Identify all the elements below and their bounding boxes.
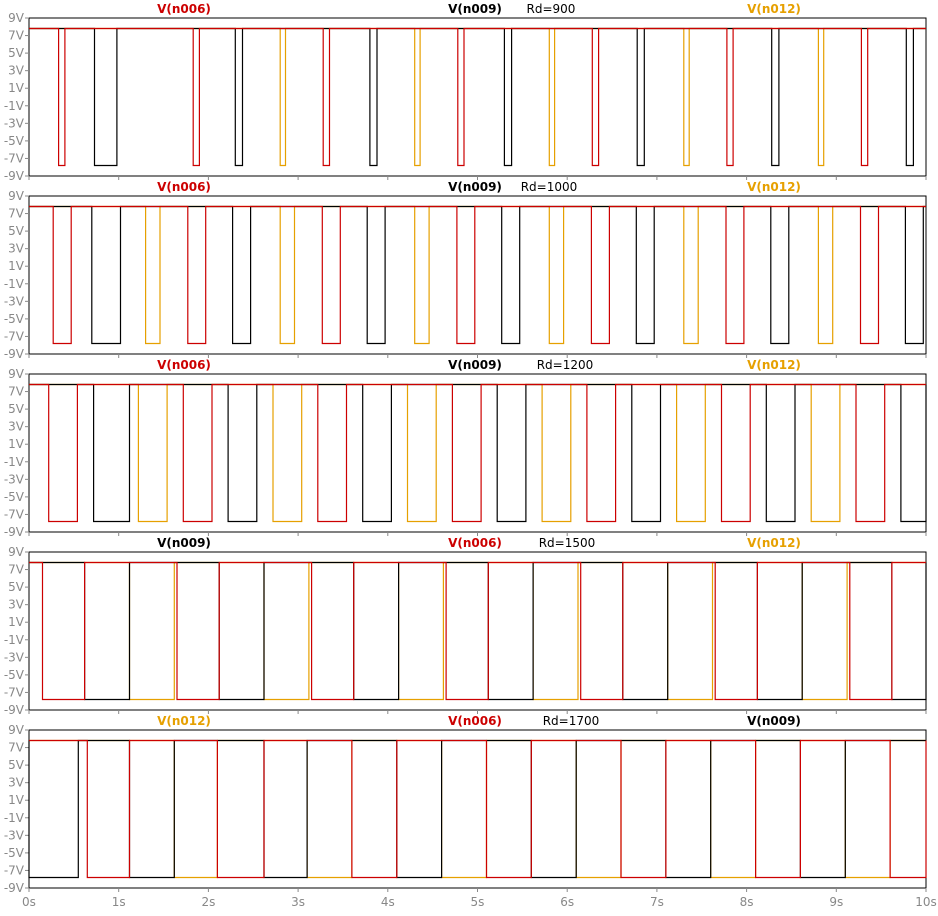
y-tick-label: 7V — [8, 385, 25, 399]
y-tick-label: -9V — [4, 703, 25, 717]
series-line-vn006 — [29, 205, 926, 345]
legend-label: V(n012) — [747, 358, 801, 372]
y-tick-label: 5V — [8, 224, 25, 238]
series-line-vn006 — [29, 739, 927, 879]
y-tick-label: 9V — [8, 11, 25, 25]
x-tick-label: 1s — [112, 895, 126, 909]
y-tick-label: -9V — [4, 525, 25, 539]
x-tick-label: 10s — [915, 895, 937, 909]
y-tick-label: 5V — [8, 402, 25, 416]
y-tick-label: -1V — [4, 811, 25, 825]
y-tick-label: -3V — [4, 650, 25, 664]
legend-label: V(n009) — [157, 536, 211, 550]
y-tick-label: 1V — [8, 793, 25, 807]
y-tick-label: -9V — [4, 347, 25, 361]
y-tick-label: 9V — [8, 545, 25, 559]
x-tick-label: 6s — [560, 895, 574, 909]
plot-frame — [28, 373, 927, 533]
y-tick-label: 5V — [8, 758, 25, 772]
panel-4: 9V 7V 5V 3V 1V -1V -3V -5V -7V -9V V(n009) V(n006) V… — [4, 536, 927, 717]
y-tick-label: 1V — [8, 437, 25, 451]
series-line-vn006 — [29, 27, 926, 167]
y-tick-label: -3V — [4, 116, 25, 130]
y-tick-label: 3V — [8, 420, 25, 434]
plot-frame — [28, 729, 927, 889]
legend-label: V(n009) — [448, 358, 502, 372]
x-tick-label: 9s — [829, 895, 843, 909]
panel-5: 9V 7V 5V 3V 1V -1V -3V -5V -7V -9V V(n012) V(n006) V… — [4, 714, 927, 895]
x-tick-label: 8s — [740, 895, 754, 909]
y-tick-label: 7V — [8, 29, 25, 43]
y-tick-label: -7V — [4, 863, 25, 877]
y-tick-label: -3V — [4, 294, 25, 308]
x-tick-label: 2s — [201, 895, 215, 909]
legend-label: V(n006) — [157, 180, 211, 194]
y-tick-label: -5V — [4, 668, 25, 682]
y-tick-label: -1V — [4, 455, 25, 469]
panel-annotation: Rd=1000 — [521, 180, 578, 194]
y-tick-label: -1V — [4, 99, 25, 113]
plot-frame — [28, 551, 927, 711]
legend-label: V(n009) — [448, 180, 502, 194]
y-tick-label: -7V — [4, 507, 25, 521]
legend-label: V(n012) — [747, 180, 801, 194]
legend-label: V(n006) — [448, 536, 502, 550]
y-tick-label: 5V — [8, 46, 25, 60]
x-tick-label: 4s — [381, 895, 395, 909]
panel-3: 9V 7V 5V 3V 1V -1V -3V -5V -7V -9V V(n006) V(n009) V… — [4, 358, 927, 539]
y-tick-label: 7V — [8, 563, 25, 577]
y-tick-label: -7V — [4, 329, 25, 343]
y-tick-label: -3V — [4, 472, 25, 486]
y-tick-label: -5V — [4, 846, 25, 860]
y-tick-label: 3V — [8, 242, 25, 256]
series-line-vn012 — [29, 27, 926, 167]
x-tick-label: 7s — [650, 895, 664, 909]
y-tick-label: 1V — [8, 615, 25, 629]
y-tick-label: -1V — [4, 633, 25, 647]
y-tick-label: 5V — [8, 580, 25, 594]
y-tick-label: 1V — [8, 259, 25, 273]
plot-frame — [28, 17, 927, 177]
y-tick-label: -9V — [4, 169, 25, 183]
x-tick-label: 3s — [291, 895, 305, 909]
plot-frame — [28, 195, 927, 355]
y-tick-label: 9V — [8, 189, 25, 203]
y-tick-label: 7V — [8, 207, 25, 221]
series-line-vn006 — [29, 383, 926, 523]
y-tick-label: 1V — [8, 81, 25, 95]
y-tick-label: -7V — [4, 685, 25, 699]
y-tick-label: -5V — [4, 490, 25, 504]
y-tick-label: -5V — [4, 134, 25, 148]
series-line-vn006 — [29, 561, 926, 701]
x-tick-label: 5s — [471, 895, 485, 909]
panel-2: 9V 7V 5V 3V 1V -1V -3V -5V -7V -9V V(n006) V(n009) V… — [4, 180, 927, 361]
y-tick-label: -3V — [4, 828, 25, 842]
panel-annotation: Rd=1500 — [539, 536, 596, 550]
y-tick-label: -9V — [4, 881, 25, 895]
legend-label: V(n006) — [157, 358, 211, 372]
legend-label: V(n009) — [747, 714, 801, 728]
y-tick-label: 3V — [8, 776, 25, 790]
panel-annotation: Rd=1200 — [537, 358, 594, 372]
legend-label: V(n012) — [157, 714, 211, 728]
legend-label: V(n009) — [448, 2, 502, 16]
series-line-vn009 — [29, 383, 927, 523]
y-tick-label: -1V — [4, 277, 25, 291]
y-tick-label: 3V — [8, 598, 25, 612]
legend-label: V(n006) — [157, 2, 211, 16]
x-tick-label: 0s — [22, 895, 36, 909]
y-tick-label: -5V — [4, 312, 25, 326]
legend-label: V(n012) — [747, 536, 801, 550]
y-tick-label: 7V — [8, 741, 25, 755]
y-tick-label: 3V — [8, 64, 25, 78]
legend-label: V(n006) — [448, 714, 502, 728]
y-tick-label: -7V — [4, 151, 25, 165]
panel-annotation: Rd=1700 — [543, 714, 600, 728]
y-tick-label: 9V — [8, 367, 25, 381]
legend-label: V(n012) — [747, 2, 801, 16]
panel-1: 9V 7V 5V 3V 1V -1V -3V -5V -7V -9V V(n006) V(n009) V… — [4, 2, 927, 183]
y-tick-label: 9V — [8, 723, 25, 737]
panel-annotation: Rd=900 — [527, 2, 576, 16]
